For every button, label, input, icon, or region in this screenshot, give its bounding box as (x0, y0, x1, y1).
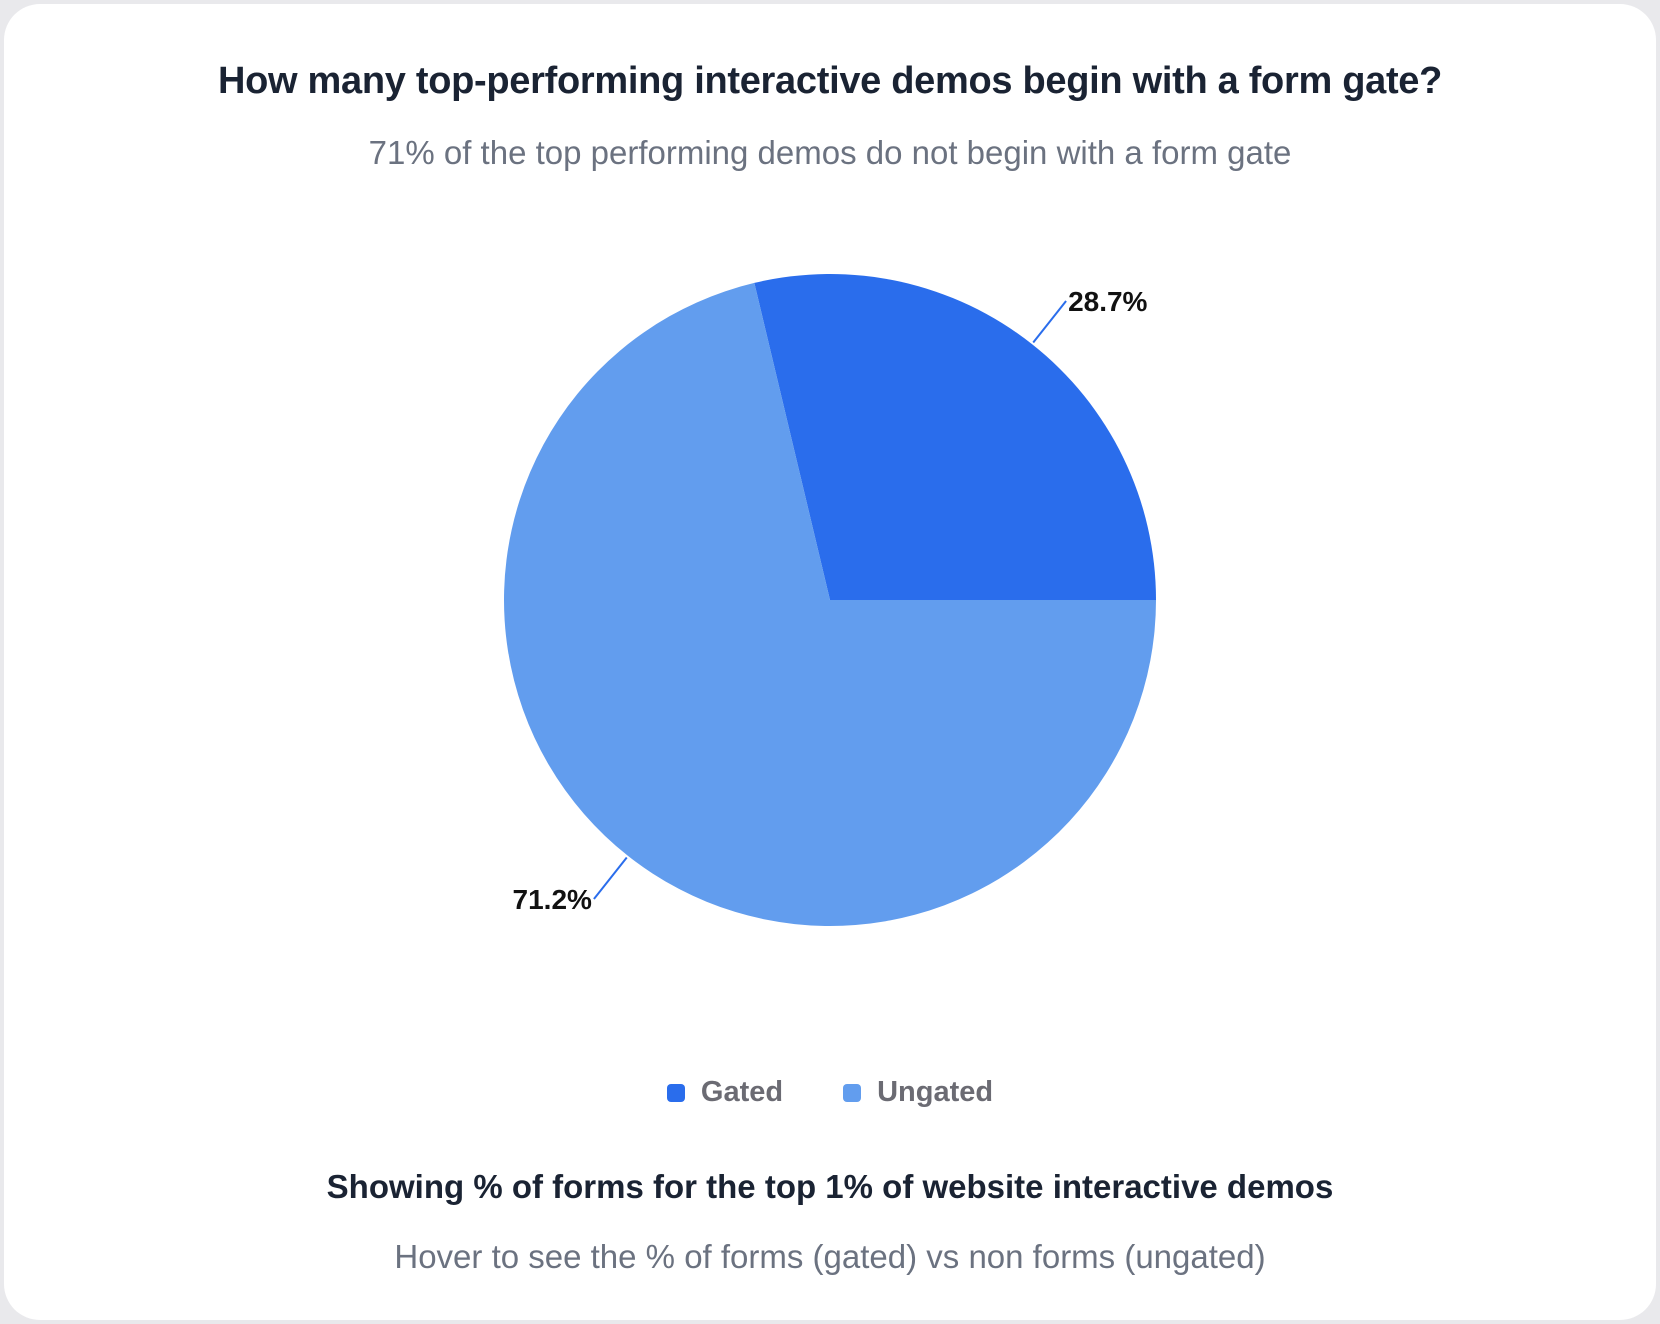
leader-line-gated (1032, 300, 1067, 344)
leader-line-ungated (593, 856, 628, 900)
data-labels: 28.7% 71.2% (513, 286, 1148, 915)
legend-item-gated[interactable]: Gated (666, 1076, 784, 1109)
footer-title: Showing % of forms for the top 1% of web… (326, 1168, 1334, 1205)
pie-slice-ungated[interactable] (503, 282, 1156, 926)
legend-swatch-ungated (843, 1083, 862, 1102)
leader-lines (593, 300, 1067, 900)
legend-label-gated: Gated (700, 1076, 784, 1108)
legend-label-ungated: Ungated (877, 1076, 994, 1108)
footer-subtitle: Hover to see the % of forms (gated) vs n… (394, 1238, 1266, 1275)
chart-card: How many top-performing interactive demo… (4, 4, 1656, 1320)
data-label-ungated: 71.2% (513, 884, 592, 915)
legend-item-ungated[interactable]: Ungated (843, 1076, 993, 1109)
legend: Gated Ungated (4, 1076, 1656, 1109)
chart-title: How many top-performing interactive demo… (217, 60, 1443, 102)
pie-slices (503, 274, 1156, 926)
pie-chart: 28.7% 71.2% (503, 274, 1156, 926)
pie-slice-gated[interactable] (754, 274, 1156, 600)
data-label-gated: 28.7% (1068, 286, 1147, 317)
legend-swatch-gated (666, 1083, 685, 1102)
chart-subtitle: 71% of the top performing demos do not b… (368, 134, 1292, 171)
